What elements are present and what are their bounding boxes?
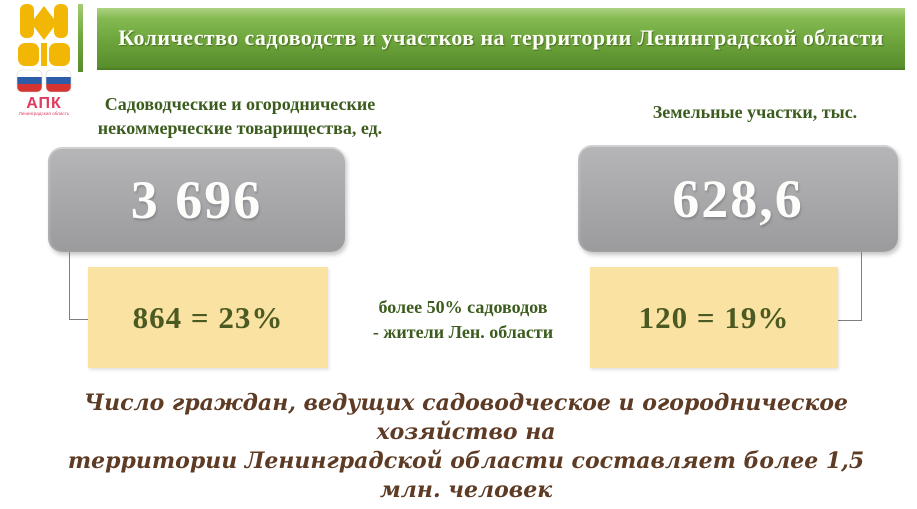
left-total-value: 3 696 [130,169,263,230]
left-column-label: Садоводческие и огороднические некоммерч… [70,92,410,140]
right-connector-horizontal [838,320,862,321]
footer-note-line1: Число граждан, ведущих садоводческое и о… [83,390,848,445]
right-sub-value: 120 = 19% [638,299,790,335]
apk-logo-graphic: АПК Ленинградская область [16,4,72,116]
book-flag-icon [16,69,72,93]
right-total-value: 628,6 [672,168,804,229]
wheat-icon [18,4,70,66]
footer-note-line2: территории Ленинградской области составл… [67,448,865,503]
left-label-line2: некоммерческие товарищества, ед. [97,118,383,138]
left-sub-box: 864 = 23% [88,267,328,368]
logo-caption: Ленинградская область [19,111,70,116]
right-label: Земельные участки, тыс. [652,102,858,122]
header-accent-strip [78,4,83,72]
left-label-line1: Садоводческие и огороднические [104,94,376,114]
left-sub-value: 864 = 23% [132,299,284,335]
middle-note-line1: более 50% садоводов [378,297,548,317]
header-bar: Количество садоводств и участков на терр… [97,8,905,70]
logo-acronym: АПК [26,95,62,112]
left-total-box: 3 696 [48,147,345,252]
right-column-label: Земельные участки, тыс. [600,100,910,124]
middle-note: более 50% садоводов - жители Лен. област… [338,295,588,345]
left-connector-vertical [69,252,70,320]
right-connector-vertical [861,252,862,321]
apk-logo: АПК Ленинградская область [12,2,76,122]
right-sub-box: 120 = 19% [590,267,838,368]
middle-note-line2: - жители Лен. области [372,322,554,342]
right-total-box: 628,6 [578,145,898,252]
page-title: Количество садоводств и участков на терр… [118,25,884,50]
left-connector-horizontal [69,319,89,320]
footer-note: Число граждан, ведущих садоводческое и о… [60,389,872,505]
